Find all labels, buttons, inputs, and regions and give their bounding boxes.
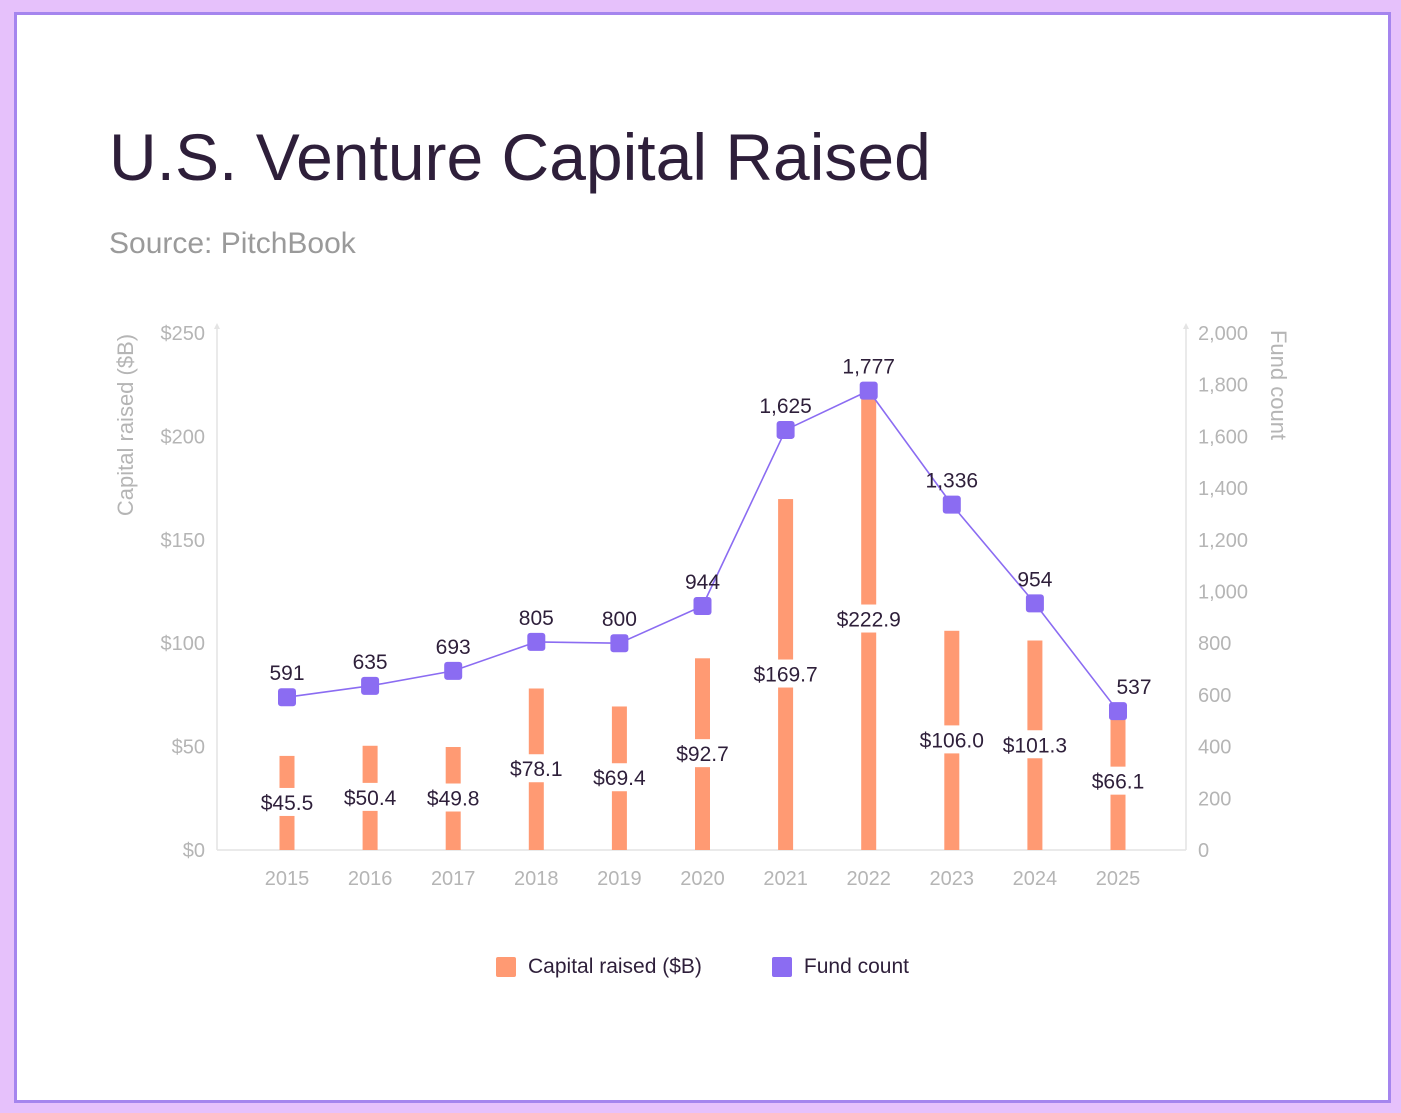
legend-swatch-fund-count xyxy=(771,957,792,977)
y-tick-label: $200 xyxy=(161,426,206,448)
fund-count-label: 635 xyxy=(353,651,388,674)
chart-card: U.S. Venture Capital Raised Source: Pitc… xyxy=(14,12,1391,1103)
y-tick-label: $0 xyxy=(183,840,205,862)
fund-count-label: 1,336 xyxy=(926,470,979,493)
fund-count-point-2023 xyxy=(942,495,961,514)
fund-count-point-2021 xyxy=(776,420,795,439)
fund-count-point-2022 xyxy=(859,381,878,400)
x-tick-label: 2021 xyxy=(763,868,808,890)
x-tick-label: 2019 xyxy=(597,868,642,890)
bar-label-bg xyxy=(918,725,986,754)
fund-count-point-2020 xyxy=(693,596,712,615)
y-tick-label: $50 xyxy=(172,737,205,759)
x-tick-label: 2018 xyxy=(514,868,559,890)
fund-count-label: 537 xyxy=(1116,676,1151,699)
left-axis-arrow-icon xyxy=(214,323,220,329)
y2-tick-label: 200 xyxy=(1198,788,1231,810)
bar-value-label: $92.7 xyxy=(676,743,729,766)
x-tick-label: 2025 xyxy=(1096,868,1141,890)
x-tick-label: 2024 xyxy=(1013,868,1058,890)
fund-count-label: 954 xyxy=(1017,568,1052,591)
y2-tick-label: 1,200 xyxy=(1198,530,1248,552)
bar-label-bg xyxy=(590,763,648,792)
y2-tick-label: 1,600 xyxy=(1198,426,1248,448)
fund-count-point-2016 xyxy=(361,676,380,695)
bar-value-label: $49.8 xyxy=(427,788,480,811)
y2-tick-label: 400 xyxy=(1198,737,1231,759)
legend-label-fund-count: Fund count xyxy=(803,955,909,978)
x-tick-label: 2017 xyxy=(431,868,476,890)
fund-count-point-2015 xyxy=(278,688,296,707)
legend-swatch-capital xyxy=(496,957,516,977)
bar-label-bg xyxy=(1089,766,1147,795)
y-tick-label: $250 xyxy=(161,323,206,345)
fund-count-label: 693 xyxy=(436,636,471,659)
bar-value-label: $106.0 xyxy=(920,729,984,752)
y2-tick-label: 600 xyxy=(1198,685,1231,707)
bar-value-label: $222.9 xyxy=(837,609,901,632)
x-tick-label: 2020 xyxy=(680,868,725,890)
fund-count-label: 1,625 xyxy=(759,395,812,418)
combo-chart: $0 $50 $100 $150 $200 $250 0 200 400 600 800 1,000 1… xyxy=(113,323,1291,890)
bar-value-label: $101.3 xyxy=(1003,734,1067,757)
chart-title: U.S. Venture Capital Raised xyxy=(109,120,931,194)
fund-count-label: 944 xyxy=(685,571,720,594)
fund-count-label: 591 xyxy=(269,662,304,685)
fund-count-label: 800 xyxy=(602,608,637,631)
y2-tick-label: 800 xyxy=(1198,633,1231,655)
fund-count-point-2025 xyxy=(1109,702,1127,721)
x-tick-label: 2016 xyxy=(348,868,393,890)
bar-label-bg xyxy=(834,604,903,633)
bar-label-bg xyxy=(751,659,820,688)
bar-value-label: $69.4 xyxy=(593,767,646,790)
legend-label-capital: Capital raised ($B) xyxy=(528,955,702,978)
x-tick-label: 2023 xyxy=(930,868,975,890)
right-axis-arrow-icon xyxy=(1183,323,1189,329)
bar-value-label: $78.1 xyxy=(510,758,563,781)
legend: Capital raised ($B) Fund count xyxy=(17,955,1388,979)
x-tick-label: 2015 xyxy=(265,868,310,890)
bar-label-bg xyxy=(424,783,482,812)
y2-tick-label: 1,400 xyxy=(1198,478,1248,500)
y2-axis-title: Fund count xyxy=(1266,330,1291,440)
y-tick-label: $150 xyxy=(161,530,206,552)
legend-item-fund-count: Fund count xyxy=(771,955,909,979)
fund-count-point-2018 xyxy=(527,632,546,651)
y2-tick-label: 1,800 xyxy=(1198,375,1248,397)
y-axis-title: Capital raised ($B) xyxy=(113,334,138,516)
legend-item-capital: Capital raised ($B) xyxy=(496,955,702,979)
y-tick-label: $100 xyxy=(161,633,206,655)
fund-count-point-2017 xyxy=(444,661,463,680)
fund-count-label: 1,777 xyxy=(842,356,895,379)
fund-count-point-2019 xyxy=(610,634,629,653)
y2-tick-label: 0 xyxy=(1198,840,1209,862)
bar-label-bg xyxy=(341,782,399,811)
fund-count-point-2024 xyxy=(1025,594,1044,613)
fund-count-label: 805 xyxy=(519,607,554,630)
bar-value-label: $50.4 xyxy=(344,787,397,810)
bar-value-label: $66.1 xyxy=(1092,771,1145,794)
bar-label-bg xyxy=(258,787,316,816)
bar-label-bg xyxy=(674,739,731,768)
x-tick-label: 2022 xyxy=(846,868,891,890)
chart-subtitle: Source: PitchBook xyxy=(109,227,356,260)
y2-tick-label: 2,000 xyxy=(1198,323,1248,345)
bar-label-bg xyxy=(507,754,565,783)
y2-tick-label: 1,000 xyxy=(1198,582,1248,604)
bar-value-label: $45.5 xyxy=(261,792,314,815)
bar-label-bg xyxy=(1001,730,1069,759)
bar-value-label: $169.7 xyxy=(753,664,817,687)
